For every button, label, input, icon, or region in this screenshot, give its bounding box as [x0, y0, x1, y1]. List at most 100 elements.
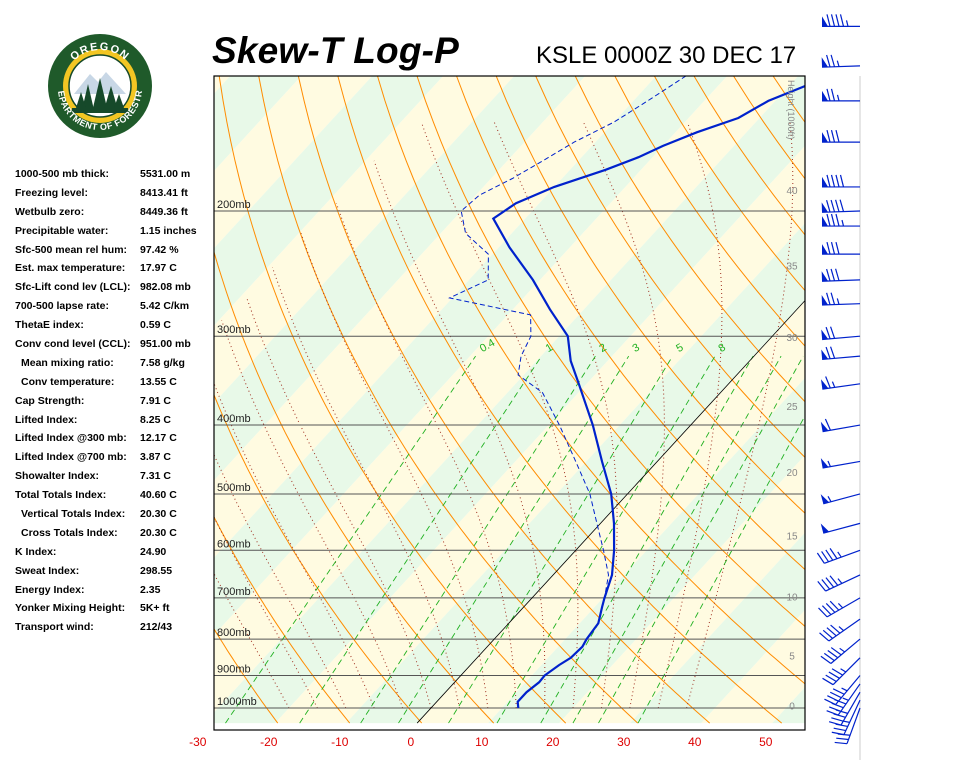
stat-label: K Index:: [15, 545, 57, 558]
moist-adiabat: [335, 203, 517, 709]
stat-row: K Index: 24.90: [15, 546, 210, 565]
stat-row: Lifted Index @700 mb: 3.87 C: [15, 451, 210, 470]
stat-value: 7.58 g/kg: [140, 356, 185, 369]
moist-adiabat: [583, 121, 665, 709]
height-tick-label: 30: [786, 333, 798, 344]
wind-barb: [821, 268, 861, 282]
stat-value: 0.59 C: [140, 319, 171, 332]
wind-barb: [820, 638, 861, 665]
stat-row: Transport wind: 212/43: [15, 621, 210, 640]
stat-row: Precipitable water: 1.15 inches: [15, 225, 210, 244]
stat-value: 5.42 C/km: [140, 300, 190, 313]
stat-value: 12.17 C: [140, 432, 177, 445]
stat-value: 982.08 mb: [140, 281, 191, 294]
dry-adiabat: [214, 250, 495, 724]
stat-row: Sfc-Lift cond lev (LCL): 982.08 mb: [15, 281, 210, 300]
mixing-ratio-label: 8: [717, 341, 728, 354]
logo-trees: [76, 78, 124, 112]
stat-row: Energy Index: 2.35: [15, 584, 210, 603]
x-tick-label: -20: [260, 735, 278, 749]
stat-label: Cap Strength:: [15, 394, 85, 407]
stat-label: Energy Index:: [15, 583, 85, 596]
wind-barb: [817, 574, 861, 592]
stat-label: Est. max temperature:: [15, 262, 126, 275]
isobar-label: 700mb: [217, 586, 251, 598]
moist-adiabat: [271, 267, 460, 709]
mixing-ratio-label: 1: [544, 341, 555, 354]
dry-adiabat: [214, 627, 279, 724]
stat-row: Yonker Mixing Height: 5K+ ft: [15, 602, 210, 621]
dry-adiabat: [456, 76, 805, 571]
wind-barb: [821, 292, 861, 306]
isotherm-band: [772, 687, 805, 724]
stat-row: Conv cond level (CCL): 951.00 mb: [15, 338, 210, 357]
mixing-ratio-line: [540, 355, 754, 724]
isotherm-band: [701, 609, 805, 724]
wind-barb: [820, 376, 861, 390]
stat-label: Wetbulb zero:: [15, 205, 85, 218]
stat-label: Transport wind:: [15, 621, 94, 634]
stat-label: 700-500 lapse rate:: [15, 300, 109, 313]
wind-barb: [824, 675, 861, 706]
stat-value: 5K+ ft: [140, 602, 170, 615]
height-tick-label: 0: [789, 701, 795, 712]
mixing-ratio-label: 5: [674, 341, 685, 354]
stat-row: Est. max temperature: 17.97 C: [15, 262, 210, 281]
stat-label: Total Totals Index:: [15, 489, 107, 502]
isobar-label: 200mb: [217, 199, 251, 211]
station-time-subtitle: KSLE 0000Z 30 DEC 17: [536, 42, 797, 69]
height-tick-label: 10: [786, 592, 798, 603]
wind-barb: [821, 199, 861, 213]
dry-adiabat: [495, 76, 805, 514]
isotherm-band: [0, 0, 161, 723]
isotherm-band: [559, 455, 805, 724]
x-tick-label: 10: [475, 735, 489, 749]
stat-label: Freezing level:: [15, 186, 88, 199]
wind-barb: [822, 88, 860, 102]
stat-label: Conv temperature:: [21, 375, 115, 388]
stat-row: Cross Totals Index: 20.30 C: [15, 527, 210, 546]
wind-barb: [818, 597, 861, 618]
wind-barb: [822, 14, 860, 27]
moist-adiabat: [214, 382, 375, 709]
wind-barb: [822, 213, 860, 227]
dry-adiabat: [873, 0, 960, 723]
stat-value: 20.30 C: [140, 526, 177, 539]
stat-label: Sfc-500 mean rel hum:: [15, 243, 128, 256]
isobar-label: 400mb: [217, 413, 251, 425]
isobar-label: 1000mb: [217, 696, 257, 708]
stat-label: Conv cond level (CCL):: [15, 338, 131, 351]
stat-value: 7.91 C: [140, 394, 171, 407]
x-tick-label: 30: [617, 735, 631, 749]
mixing-ratio-line: [496, 355, 716, 724]
stat-row: Lifted Index: 8.25 C: [15, 414, 210, 433]
stat-value: 8413.41 ft: [140, 186, 188, 199]
stat-label: Vertical Totals Index:: [21, 508, 126, 521]
x-tick-label: 0: [407, 735, 414, 749]
wind-barb: [822, 657, 861, 686]
stat-value: 298.55: [140, 564, 173, 577]
stat-label: Showalter Index:: [15, 470, 100, 483]
mixing-ratio-line: [572, 355, 782, 724]
stat-value: 1.15 inches: [140, 224, 197, 237]
dry-adiabat: [0, 0, 134, 723]
wind-barb: [822, 129, 860, 143]
stability-indices-panel: 1000-500 mb thick: 5531.00 m Freezing leve…: [15, 168, 210, 640]
wind-barb: [828, 691, 861, 726]
stat-row: Sweat Index: 298.55: [15, 565, 210, 584]
height-tick-label: 25: [786, 402, 798, 413]
isobar-label: 300mb: [217, 324, 251, 336]
stat-row: Mean mixing ratio: 7.58 g/kg: [15, 357, 210, 376]
dry-adiabat: [214, 393, 423, 724]
stat-value: 3.87 C: [140, 451, 171, 464]
stat-value: 40.60 C: [140, 489, 177, 502]
stat-row: Freezing level: 8413.41 ft: [15, 187, 210, 206]
dry-adiabat: [799, 0, 960, 723]
height-tick-label: 35: [786, 261, 798, 272]
stat-label: Cross Totals Index:: [21, 526, 118, 539]
wind-barb: [820, 418, 861, 433]
wind-barb: [822, 174, 860, 188]
stat-label: 1000-500 mb thick:: [15, 168, 109, 180]
stat-row: Sfc-500 mean rel hum: 97.42 %: [15, 244, 210, 263]
mixing-ratio-label: 2: [597, 341, 608, 354]
